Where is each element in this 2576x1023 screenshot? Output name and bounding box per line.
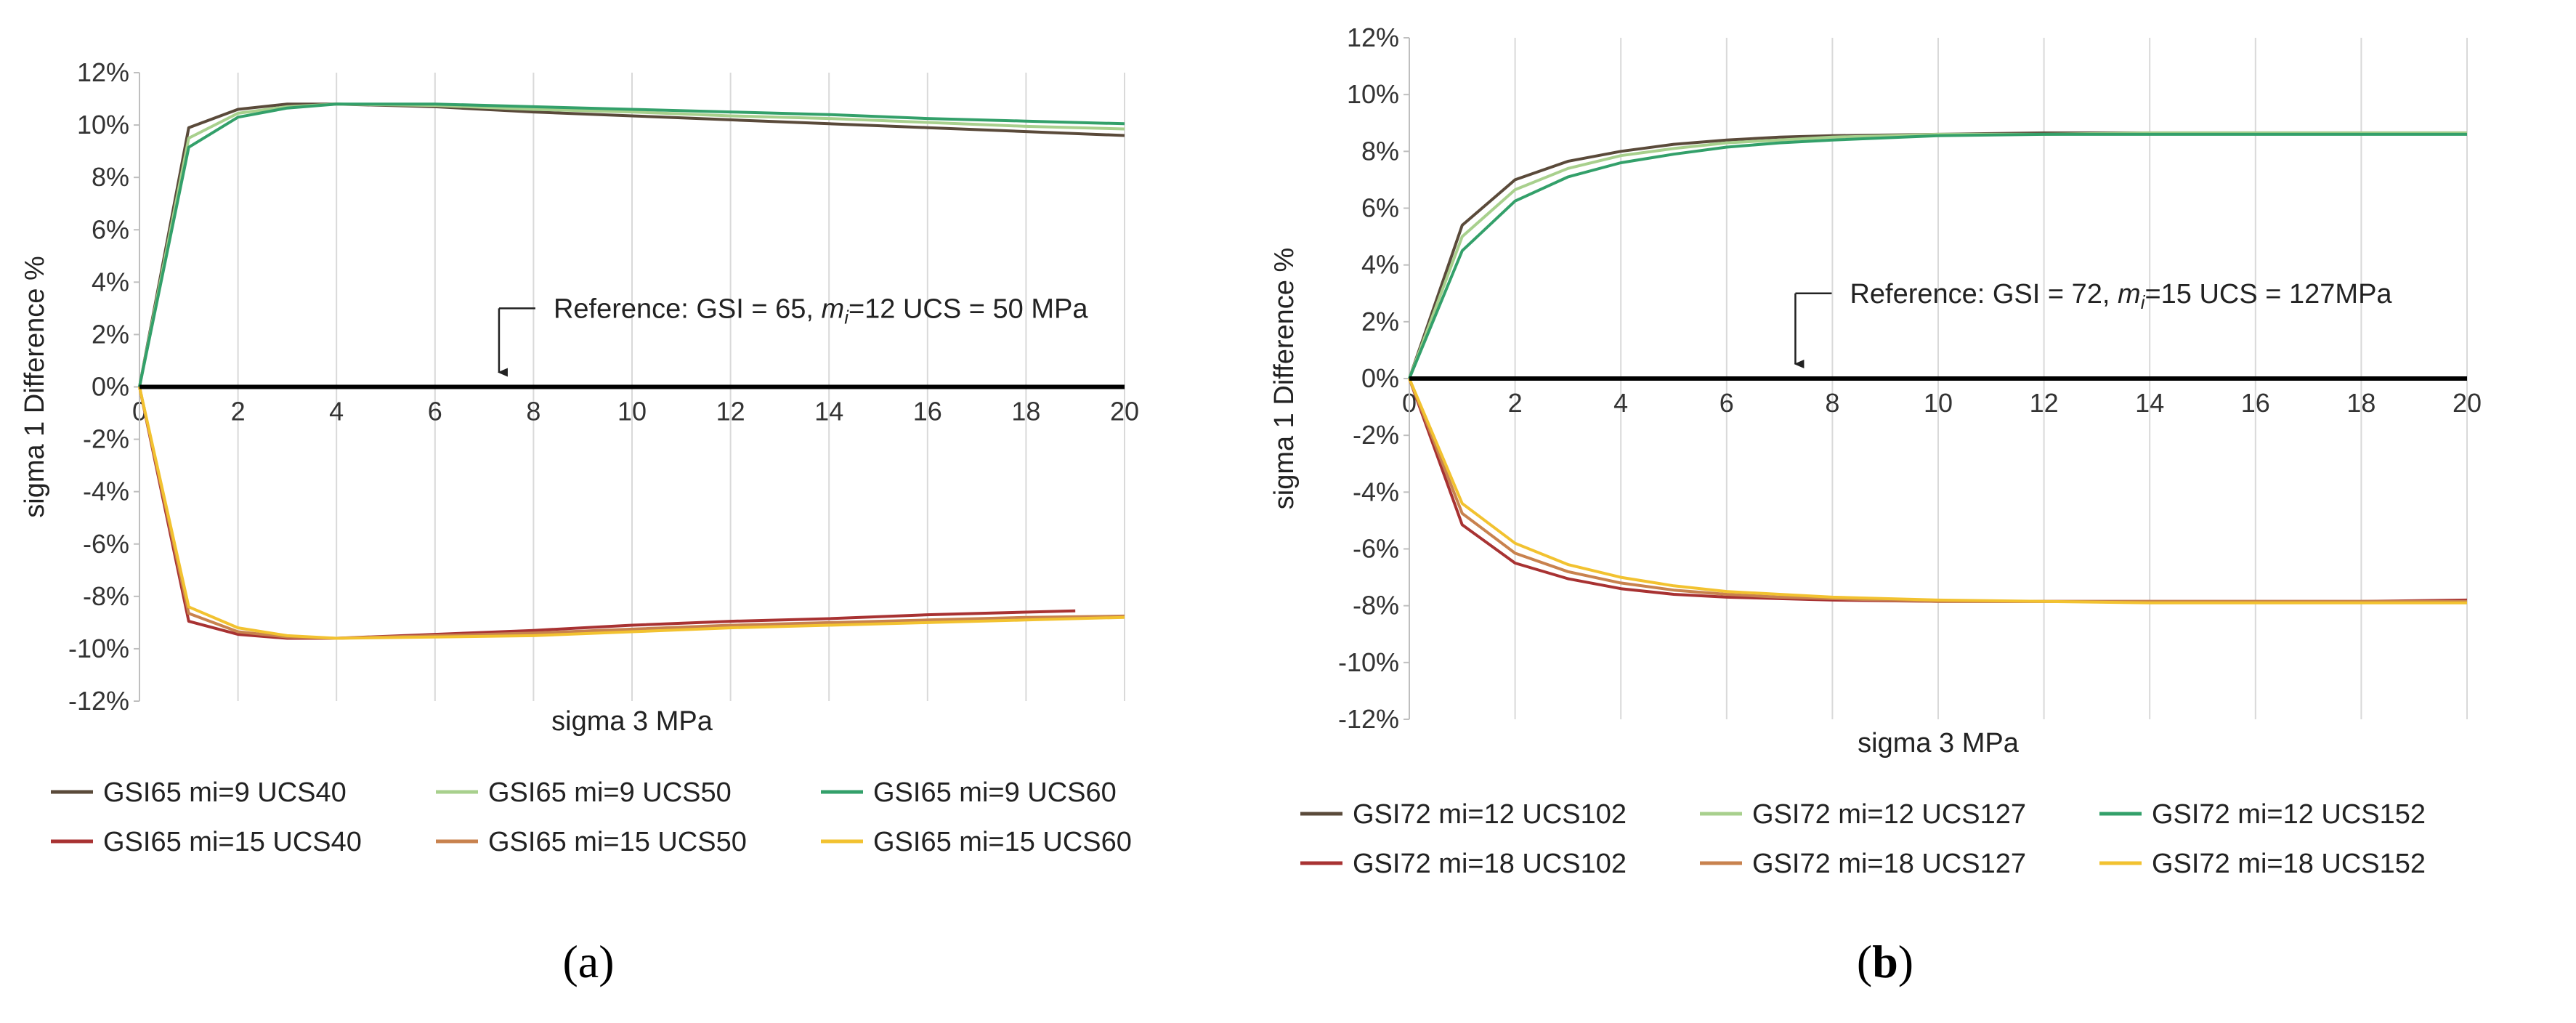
y-tick-label: 0% bbox=[92, 372, 129, 402]
x-tick-label: 14 bbox=[814, 397, 843, 426]
y-axis-title: sigma 1 Difference % bbox=[1269, 248, 1300, 509]
y-tick-label: -4% bbox=[83, 477, 129, 506]
panel-label-part: ( bbox=[1857, 936, 1872, 987]
series-line-5 bbox=[138, 387, 1125, 640]
y-tick-label: -12% bbox=[68, 686, 129, 716]
y-tick-label: -2% bbox=[1353, 420, 1399, 450]
y-tick-label: -6% bbox=[83, 529, 129, 559]
panel-label-part: a bbox=[578, 936, 599, 987]
y-tick-label: -2% bbox=[83, 424, 129, 454]
annotation-prefix: Reference: GSI = 72, bbox=[1850, 279, 2118, 310]
x-tick-label: 14 bbox=[2135, 388, 2164, 418]
y-tick-label: -12% bbox=[1338, 704, 1399, 734]
series-line-5 bbox=[1408, 378, 2467, 603]
x-tick-label: 16 bbox=[2241, 388, 2270, 418]
legend-label-2: GSI72 mi=12 UCS127 bbox=[1752, 799, 2026, 830]
x-tick-label: 6 bbox=[1720, 388, 1734, 418]
panel-label: (b) bbox=[1857, 936, 1913, 987]
y-tick-label: -4% bbox=[1353, 477, 1399, 506]
annotation-m: m bbox=[822, 294, 845, 324]
x-tick-label: 16 bbox=[913, 397, 942, 426]
x-tick-label: 6 bbox=[428, 397, 442, 426]
panel-label: (a) bbox=[562, 936, 614, 987]
series-line-3 bbox=[1408, 132, 2467, 379]
legend-label-4: GSI65 mi=15 UCS40 bbox=[103, 827, 362, 857]
series-line-6 bbox=[138, 387, 1125, 640]
y-tick-label: -6% bbox=[1353, 534, 1399, 564]
y-tick-label: 2% bbox=[92, 319, 129, 349]
x-tick-label: 12 bbox=[2030, 388, 2059, 418]
series-line-4 bbox=[138, 387, 1076, 640]
legend-label-2: GSI65 mi=9 UCS50 bbox=[488, 777, 732, 808]
y-tick-label: 4% bbox=[1361, 250, 1399, 280]
legend-label-1: GSI65 mi=9 UCS40 bbox=[103, 777, 347, 808]
y-axis-title: sigma 1 Difference % bbox=[20, 256, 50, 517]
series-line-3 bbox=[138, 102, 1125, 387]
x-tick-label: 18 bbox=[1011, 397, 1040, 426]
x-tick-label: 4 bbox=[329, 397, 344, 426]
panel-label-part: ) bbox=[599, 936, 614, 987]
y-tick-label: 12% bbox=[1347, 23, 1399, 52]
y-tick-label: -10% bbox=[1338, 647, 1399, 677]
reference-annotation: Reference: GSI = 72, mi=15 UCS = 127MPa bbox=[1850, 279, 2392, 313]
legend-label-4: GSI72 mi=18 UCS102 bbox=[1353, 849, 1627, 879]
x-tick-label: 4 bbox=[1613, 388, 1628, 418]
panel-label-part: b bbox=[1872, 936, 1898, 987]
x-tick-label: 2 bbox=[1508, 388, 1523, 418]
series-line-6 bbox=[1408, 378, 2467, 604]
x-axis-title: sigma 3 MPa bbox=[1858, 728, 2020, 759]
annotation-subscript: i bbox=[2141, 291, 2146, 313]
x-tick-label: 20 bbox=[2453, 388, 2482, 418]
y-tick-label: 10% bbox=[77, 110, 129, 140]
x-tick-label: 10 bbox=[617, 397, 647, 426]
legend-label-6: GSI65 mi=15 UCS60 bbox=[873, 827, 1132, 857]
x-axis-title: sigma 3 MPa bbox=[551, 706, 713, 737]
y-tick-label: 10% bbox=[1347, 79, 1399, 109]
legend-label-3: GSI72 mi=12 UCS152 bbox=[2152, 799, 2426, 830]
y-tick-label: 8% bbox=[92, 162, 129, 192]
chart-panel-a: 0 2 4 6 8 10 12 14 16 18 2012%10%8%6%4%2%0%-2%-4%-… bbox=[20, 57, 1139, 987]
y-tick-label: 6% bbox=[92, 214, 129, 244]
legend-label-6: GSI72 mi=18 UCS152 bbox=[2152, 849, 2426, 879]
y-tick-label: 0% bbox=[1361, 363, 1399, 393]
panel-label-part: ) bbox=[1898, 936, 1913, 987]
x-tick-label: 8 bbox=[1825, 388, 1839, 418]
series-line-1 bbox=[138, 102, 1125, 387]
y-tick-label: 4% bbox=[92, 267, 129, 296]
y-tick-label: 8% bbox=[1361, 136, 1399, 166]
annotation-m: m bbox=[2118, 279, 2141, 310]
y-tick-label: 6% bbox=[1361, 193, 1399, 223]
x-tick-label: 10 bbox=[1924, 388, 1953, 418]
chart-panel-b: 0 2 4 6 8 10 12 14 16 18 2012%10%8%6%4%2%0%-2%-4%-… bbox=[1269, 23, 2482, 987]
annotation-prefix: Reference: GSI = 65, bbox=[554, 294, 822, 324]
x-tick-label: 20 bbox=[1110, 397, 1139, 426]
legend-label-5: GSI72 mi=18 UCS127 bbox=[1752, 849, 2026, 879]
y-tick-label: 2% bbox=[1361, 307, 1399, 336]
annotation-suffix: =15 UCS = 127MPa bbox=[2144, 279, 2392, 310]
x-tick-label: 8 bbox=[526, 397, 540, 426]
y-tick-label: -8% bbox=[83, 581, 129, 611]
x-tick-label: 18 bbox=[2346, 388, 2375, 418]
y-tick-label: -8% bbox=[1353, 591, 1399, 620]
annotation-suffix: =12 UCS = 50 MPa bbox=[848, 294, 1088, 324]
panel-label-part: ( bbox=[562, 936, 578, 987]
reference-annotation: Reference: GSI = 65, mi=12 UCS = 50 MPa bbox=[554, 294, 1088, 328]
legend-label-1: GSI72 mi=12 UCS102 bbox=[1353, 799, 1627, 830]
x-tick-label: 12 bbox=[716, 397, 745, 426]
series-line-2 bbox=[138, 102, 1125, 387]
annotation-subscript: i bbox=[844, 306, 849, 328]
legend-label-5: GSI65 mi=15 UCS50 bbox=[488, 827, 747, 857]
y-tick-label: 12% bbox=[77, 57, 129, 87]
legend-label-3: GSI65 mi=9 UCS60 bbox=[873, 777, 1117, 808]
y-tick-label: -10% bbox=[68, 634, 129, 663]
x-tick-label: 2 bbox=[231, 397, 246, 426]
